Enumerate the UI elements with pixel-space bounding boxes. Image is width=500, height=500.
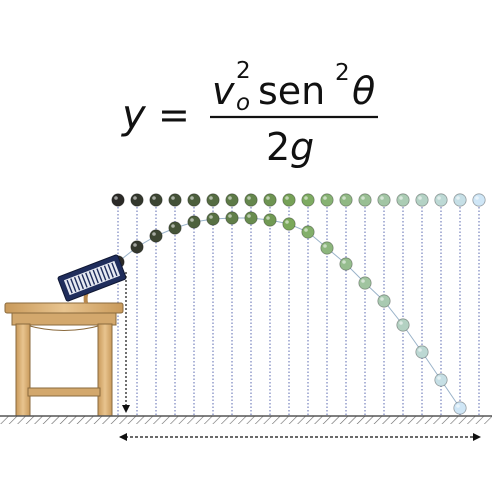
ball-highlight bbox=[418, 196, 422, 200]
ball bbox=[187, 193, 201, 207]
ball bbox=[168, 193, 182, 207]
ball bbox=[263, 213, 277, 227]
ball-highlight bbox=[133, 196, 137, 200]
formula-velocity: v bbox=[212, 69, 235, 113]
ball bbox=[320, 193, 334, 207]
ball bbox=[358, 193, 372, 207]
ground-hatch-icon bbox=[0, 415, 492, 424]
ball bbox=[149, 229, 163, 243]
ball-highlight bbox=[380, 196, 384, 200]
ball bbox=[301, 225, 315, 239]
ball-highlight bbox=[190, 196, 194, 200]
ball-highlight bbox=[285, 196, 289, 200]
ball bbox=[225, 193, 239, 207]
ball bbox=[339, 257, 353, 271]
ball bbox=[149, 193, 163, 207]
ball-highlight bbox=[342, 260, 346, 264]
ball-highlight bbox=[437, 376, 441, 380]
ball-highlight bbox=[228, 214, 232, 218]
ball-highlight bbox=[133, 243, 137, 247]
ball-highlight bbox=[475, 196, 479, 200]
ball bbox=[244, 193, 258, 207]
ball-highlight bbox=[247, 214, 251, 218]
ball-highlight bbox=[171, 196, 175, 200]
ball-highlight bbox=[361, 279, 365, 283]
ball bbox=[434, 193, 448, 207]
ball-highlight bbox=[266, 196, 270, 200]
formula-trig-function: sen bbox=[258, 69, 325, 113]
ball bbox=[453, 193, 467, 207]
ball bbox=[244, 211, 258, 225]
ball bbox=[206, 193, 220, 207]
ball bbox=[472, 193, 486, 207]
ball bbox=[263, 193, 277, 207]
wooden-table-icon bbox=[4, 302, 124, 417]
ball-highlight bbox=[380, 297, 384, 301]
ball bbox=[187, 215, 201, 229]
ball bbox=[206, 212, 220, 226]
ball bbox=[282, 193, 296, 207]
ball-highlight bbox=[171, 224, 175, 228]
ball bbox=[396, 193, 410, 207]
ball bbox=[453, 401, 467, 415]
horizontal-ball-row bbox=[111, 193, 486, 207]
ball-highlight bbox=[456, 196, 460, 200]
range-formula: y = v 2 o sen 2 θ 2 g bbox=[121, 58, 378, 169]
ball-highlight bbox=[342, 196, 346, 200]
ball bbox=[434, 373, 448, 387]
ball-highlight bbox=[304, 228, 308, 232]
ball-highlight bbox=[209, 196, 213, 200]
formula-velocity-exponent: 2 bbox=[236, 58, 251, 84]
ball-highlight bbox=[418, 348, 422, 352]
ball bbox=[111, 193, 125, 207]
ball bbox=[377, 294, 391, 308]
formula-equals: = bbox=[158, 93, 190, 137]
ball bbox=[358, 276, 372, 290]
ball-highlight bbox=[285, 220, 289, 224]
ball bbox=[377, 193, 391, 207]
ball bbox=[225, 211, 239, 225]
projectile-ball-row bbox=[111, 211, 467, 415]
ball-highlight bbox=[152, 232, 156, 236]
ball-highlight bbox=[361, 196, 365, 200]
formula-trig-exponent: 2 bbox=[335, 60, 350, 86]
ball-highlight bbox=[456, 404, 460, 408]
ball-highlight bbox=[266, 216, 270, 220]
ball bbox=[339, 193, 353, 207]
ball-highlight bbox=[190, 218, 194, 222]
ball-highlight bbox=[228, 196, 232, 200]
ball bbox=[415, 193, 429, 207]
ball bbox=[396, 318, 410, 332]
ball-highlight bbox=[247, 196, 251, 200]
ball-highlight bbox=[437, 196, 441, 200]
ball bbox=[320, 241, 334, 255]
ball-highlight bbox=[323, 196, 327, 200]
ball bbox=[301, 193, 315, 207]
ball-highlight bbox=[114, 196, 118, 200]
formula-lhs-variable: y bbox=[121, 92, 147, 138]
ball-highlight bbox=[399, 196, 403, 200]
formula-denominator-coefficient: 2 bbox=[266, 125, 290, 169]
spring-launcher-icon bbox=[57, 254, 127, 304]
ball bbox=[168, 221, 182, 235]
ball-highlight bbox=[323, 244, 327, 248]
ball-highlight bbox=[152, 196, 156, 200]
ball-highlight bbox=[399, 321, 403, 325]
ball bbox=[415, 345, 429, 359]
ball bbox=[282, 217, 296, 231]
formula-denominator-gravity: g bbox=[290, 125, 314, 169]
ball bbox=[130, 240, 144, 254]
formula-angle: θ bbox=[352, 69, 375, 113]
formula-velocity-subscript: o bbox=[236, 90, 250, 116]
ball-highlight bbox=[304, 196, 308, 200]
ball-highlight bbox=[209, 215, 213, 219]
ball bbox=[130, 193, 144, 207]
